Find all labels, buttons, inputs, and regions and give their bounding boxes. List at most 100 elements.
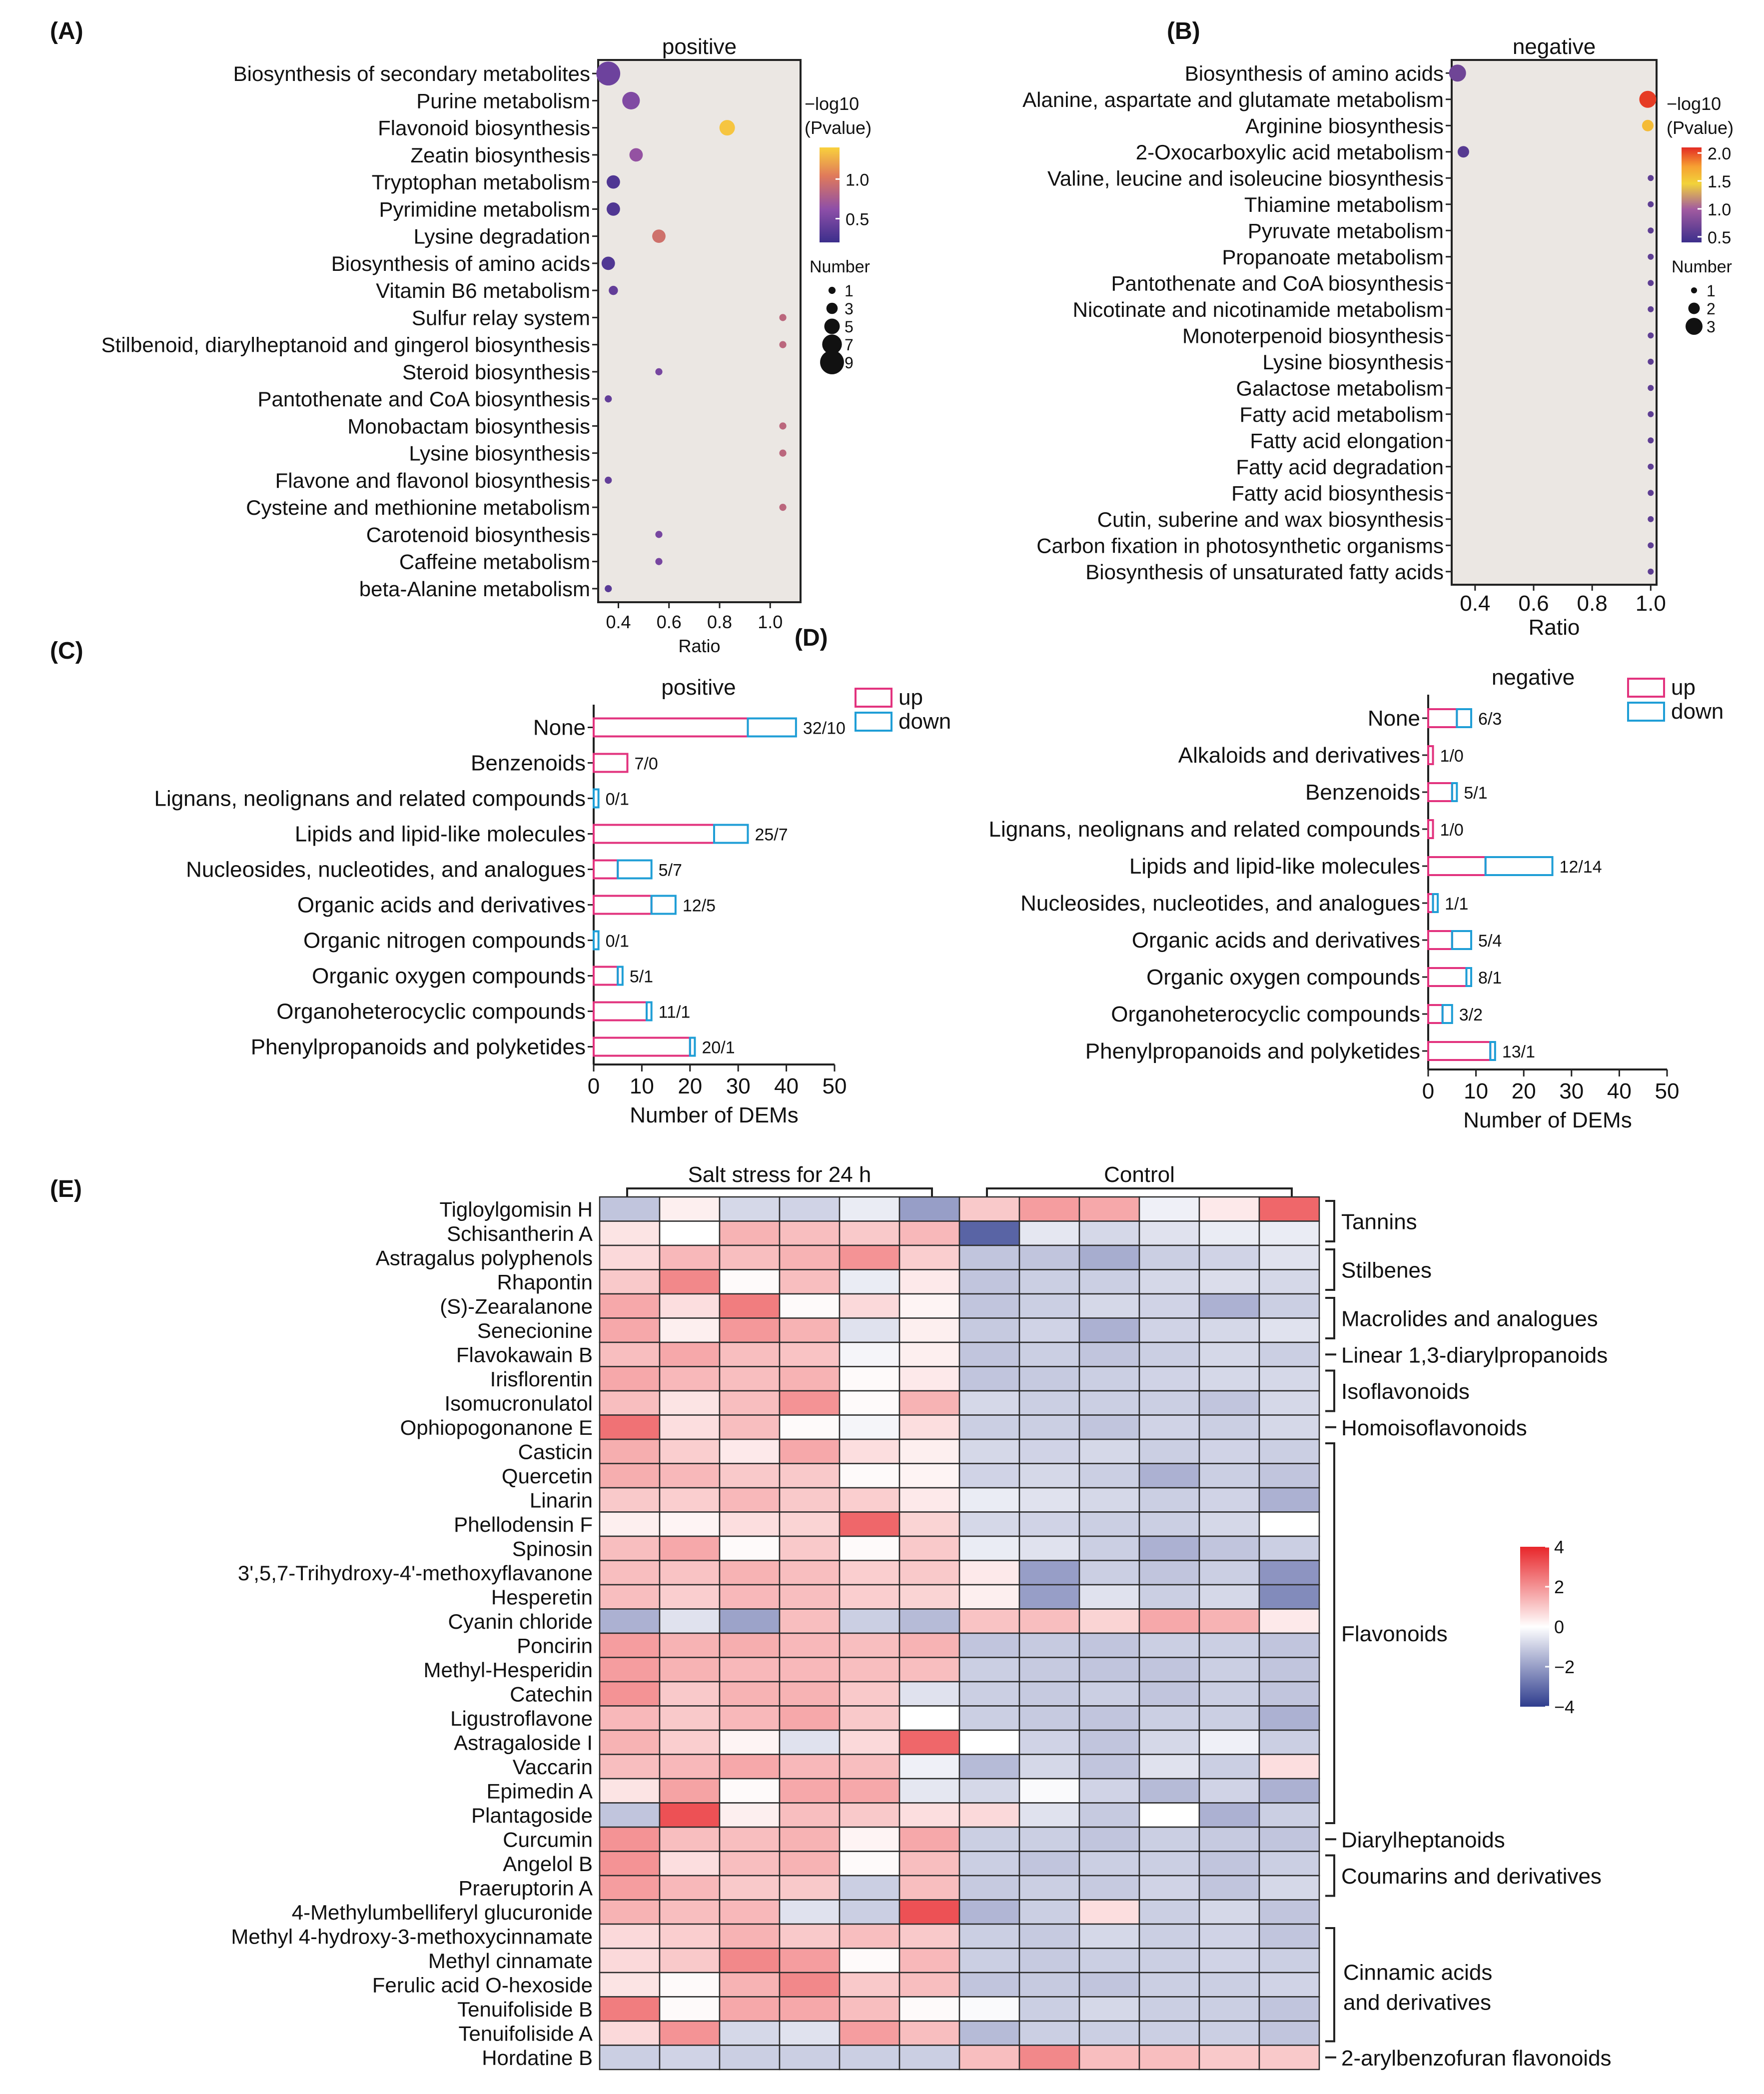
heatmap-cell [1078,1293,1140,1319]
heatmap-cell [599,1681,661,1707]
heatmap-cell [719,1366,781,1392]
heatmap-cell [958,1657,1020,1683]
group-bracket [626,1187,933,1197]
color-tick-label: 0.5 [1708,228,1731,247]
heatmap-cell [839,1729,900,1755]
annotation-label: Tannins [1341,1210,1417,1234]
bar-up [593,859,619,880]
row-label: 3',5,7-Trihydroxy-4'-methoxyflavanone [238,1561,593,1585]
heatmap-cell [659,1535,721,1561]
x-axis-label: Number of DEMs [1463,1108,1632,1132]
size-legend-dot [1691,287,1697,293]
data-point [779,314,787,321]
heatmap-cell [958,1996,1020,2022]
heatmap-cell [1078,1778,1140,1804]
legend-swatch-up [1627,678,1665,698]
bar-up [593,717,749,738]
heatmap-cell [1018,1754,1080,1780]
heatmap-cell [839,1972,900,1998]
color-bar [820,147,840,242]
heatmap-cell [719,1463,781,1489]
heatmap-cell [599,1293,661,1319]
heatmap-cell [958,1293,1020,1319]
heatmap-cell [1018,1511,1080,1537]
heatmap-cell [599,1487,661,1513]
heatmap-cell [1258,1269,1320,1295]
data-label: 0/1 [606,790,629,809]
data-point [655,558,663,565]
data-point [655,368,663,375]
data-point [719,120,735,136]
heatmap-cell [779,1681,841,1707]
heatmap-cell [1018,2020,1080,2046]
bar-down [617,966,624,986]
heatmap-cell [1198,1875,1260,1901]
heatmap-cell [1138,1851,1200,1877]
heatmap-cell [1078,1269,1140,1295]
heatmap-cell [599,1220,661,1246]
heatmap-cell [659,1196,721,1222]
size-legend-dot [828,286,836,294]
heatmap-cell [719,1341,781,1367]
heatmap-cell [958,1366,1020,1392]
data-label: 12/14 [1560,858,1602,877]
heatmap-cell [1138,1535,1200,1561]
heatmap-cell [839,1681,900,1707]
category-label: Cysteine and methionine metabolism [246,496,590,519]
heatmap-cell [659,1511,721,1537]
x-tick-label: 20 [678,1074,702,1098]
heatmap-cell [1078,1681,1140,1707]
data-point [1648,227,1654,234]
heatmap-cell [659,1899,721,1925]
x-tick-label: 20 [1512,1079,1536,1103]
heatmap-cell [1258,1972,1320,1998]
bar-up [1427,745,1434,765]
heatmap-cell [719,1729,781,1755]
heatmap-cell [898,2020,960,2046]
heatmap-cell [1078,1657,1140,1683]
group-bracket [986,1187,1293,1197]
row-label: Rhapontin [497,1270,593,1294]
annotation-label: Macrolides and analogues [1341,1307,1598,1331]
heatmap-cell [599,1584,661,1610]
heatmap-cell [1018,1196,1080,1222]
heatmap-cell [779,2045,841,2071]
heatmap-cell [599,1560,661,1586]
heatmap-cell [958,1632,1020,1658]
annotation-label: 2-arylbenzofuran flavonoids [1341,2046,1612,2071]
heatmap-cell [839,1196,900,1222]
data-label: 1/0 [1440,747,1464,766]
row-label: Tigloylgomisin H [439,1197,593,1221]
data-point [779,341,787,348]
heatmap-cell [779,1560,841,1586]
heatmap-cell [958,1948,1020,1974]
row-label: Schisantherin A [447,1222,593,1245]
heatmap-cell [599,1826,661,1852]
color-tick-label: −2 [1554,1657,1575,1677]
heatmap-cell [898,1438,960,1464]
heatmap-cell [719,1196,781,1222]
legend-label: up [1671,675,1696,700]
heatmap-cell [1138,1923,1200,1949]
panel-a-bubble-chart: positive Biosynthesis of secondary metabo… [101,34,872,656]
category-label: Fatty acid metabolism [1240,403,1444,426]
row-label: Astragalus polyphenols [376,1246,593,1269]
category-label: Lignans, neolignans and related compound… [988,817,1420,842]
data-point [605,395,612,403]
heatmap-cell [659,1560,721,1586]
heatmap-cell [719,1244,781,1270]
heatmap-cell [659,1948,721,1974]
heatmap-cell [719,2045,781,2071]
heatmap-cell [1018,1899,1080,1925]
color-tick-label: 1.0 [846,170,869,189]
heatmap-cell [1198,1560,1260,1586]
heatmap-cell [659,1584,721,1610]
heatmap-cell [719,1390,781,1416]
heatmap-cell [1258,1220,1320,1246]
heatmap-cell [659,1487,721,1513]
heatmap-cell [958,1802,1020,1828]
heatmap-cell [599,1390,661,1416]
heatmap-cell [1018,1632,1080,1658]
data-label: 7/0 [634,755,658,774]
heatmap-cell [659,1366,721,1392]
